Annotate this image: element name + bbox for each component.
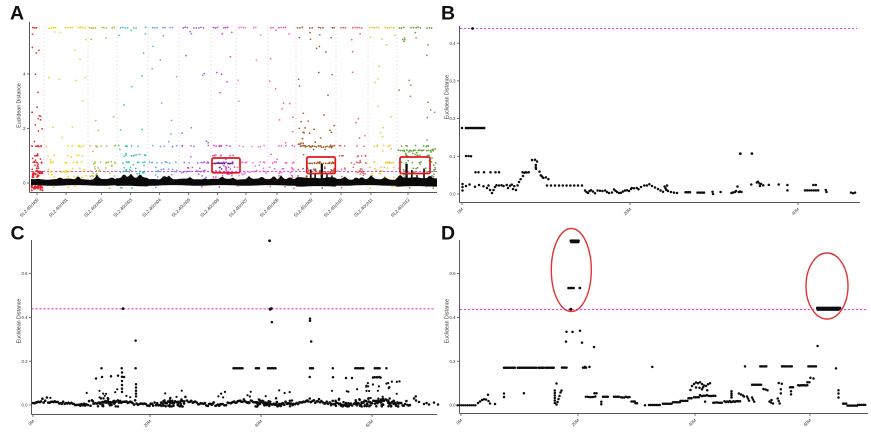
svg-text:2: 2 <box>23 126 26 131</box>
svg-text:40M: 40M <box>254 418 264 428</box>
svg-text:40M: 40M <box>688 417 698 427</box>
svg-text:Euclidean Distance: Euclidean Distance <box>17 83 23 128</box>
svg-text:0M: 0M <box>27 418 35 426</box>
svg-text:D: D <box>441 222 455 244</box>
svg-text:0.6: 0.6 <box>22 271 29 276</box>
svg-text:0.0: 0.0 <box>450 192 457 197</box>
svg-text:0.0: 0.0 <box>450 403 457 408</box>
svg-text:20M: 20M <box>143 418 153 428</box>
svg-text:0.2: 0.2 <box>450 116 457 121</box>
svg-text:0.2: 0.2 <box>22 359 29 364</box>
svg-text:0.4: 0.4 <box>450 315 457 320</box>
svg-text:4: 4 <box>23 72 26 77</box>
svg-text:20M: 20M <box>623 206 633 216</box>
svg-text:Euclidean Distance: Euclidean Distance <box>445 75 451 120</box>
svg-text:0.4: 0.4 <box>22 315 29 320</box>
svg-text:0.2: 0.2 <box>450 359 457 364</box>
svg-text:20M: 20M <box>571 417 581 427</box>
svg-text:B: B <box>441 3 455 25</box>
svg-text:0.4: 0.4 <box>450 41 457 46</box>
svg-text:Euclidean Distance: Euclidean Distance <box>16 299 22 344</box>
svg-text:0.1: 0.1 <box>450 154 457 159</box>
svg-text:0.0: 0.0 <box>22 403 29 408</box>
svg-text:60M: 60M <box>365 418 375 428</box>
svg-text:C: C <box>11 222 25 244</box>
svg-text:0: 0 <box>23 181 26 186</box>
svg-text:0M: 0M <box>455 417 463 425</box>
svg-text:60M: 60M <box>803 417 813 427</box>
svg-text:0M: 0M <box>456 206 464 214</box>
svg-text:Euclidean Distance: Euclidean Distance <box>445 299 451 344</box>
svg-text:A: A <box>10 3 24 25</box>
svg-text:0.3: 0.3 <box>450 79 457 84</box>
svg-text:40M: 40M <box>791 206 801 216</box>
svg-text:0.6: 0.6 <box>450 271 457 276</box>
